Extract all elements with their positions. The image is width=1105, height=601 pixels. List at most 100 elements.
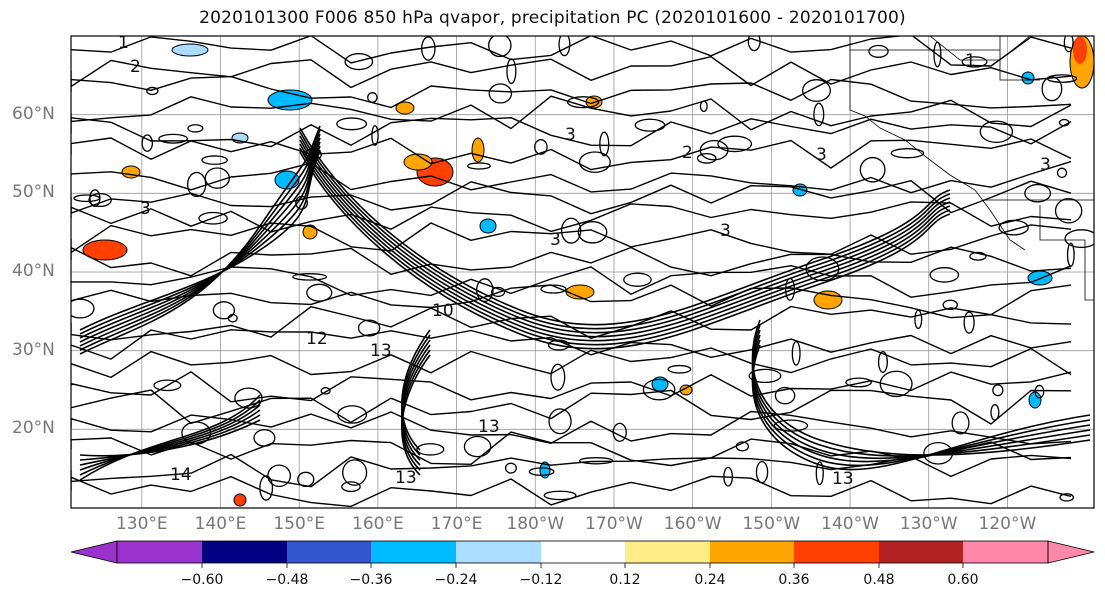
map-title: 2020101300 F006 850 hPa qvapor, precipit…	[199, 8, 906, 28]
contour-line	[813, 102, 825, 127]
contour-line	[71, 305, 1072, 341]
contour-line	[751, 344, 1091, 471]
contour-line	[71, 329, 1072, 360]
contour-label: 3	[565, 125, 576, 145]
contour-line	[558, 36, 571, 57]
lat-label: 60°N	[12, 103, 55, 124]
colorbar-tick-label: 0.12	[609, 572, 641, 588]
contour-line	[79, 133, 321, 347]
contour-label: 3	[1040, 155, 1051, 175]
qvapor-contours	[71, 36, 1094, 508]
colorbar-segment	[963, 541, 1048, 563]
contour-label: 10	[432, 301, 454, 321]
lat-label: 40°N	[12, 261, 55, 281]
contour-line	[467, 162, 491, 170]
contour-line	[528, 467, 555, 477]
contour-line	[71, 117, 1072, 148]
contour-line	[1058, 118, 1070, 127]
contour-line	[304, 148, 322, 161]
colorbar-tick-label: −0.48	[265, 572, 309, 588]
contour-line	[336, 117, 368, 131]
colorbar-segment	[117, 541, 202, 563]
contour-line	[735, 441, 750, 452]
contour-line	[548, 408, 572, 435]
contour-label: 2	[682, 143, 693, 163]
contour-line	[299, 139, 951, 338]
contour-line	[923, 442, 954, 465]
contour-line	[234, 387, 263, 409]
contour-label: 12	[306, 329, 328, 349]
contour-line	[1034, 384, 1045, 399]
contour-line	[859, 156, 886, 183]
colorbar-segment	[541, 541, 625, 563]
contour-line	[992, 384, 1004, 397]
contour-line	[141, 134, 154, 152]
contour-line	[89, 189, 101, 207]
contour-line	[933, 41, 942, 68]
contour-line	[71, 453, 1072, 488]
contour-line	[815, 461, 824, 486]
contour-line	[204, 167, 230, 189]
contour-line	[88, 192, 112, 208]
contour-line	[667, 364, 692, 374]
contour-line	[748, 368, 782, 384]
contour-line	[320, 387, 331, 395]
colorbar-tick-label: −0.24	[434, 572, 478, 588]
contour-line	[961, 56, 988, 68]
contour-line	[187, 171, 207, 198]
lon-label: 120°W	[978, 514, 1037, 534]
contour-line	[267, 464, 292, 488]
contour-line	[71, 160, 1072, 194]
contour-line	[71, 431, 1072, 467]
contour-line	[299, 135, 951, 334]
colorbar-extend-max	[1047, 540, 1095, 564]
contour-line	[929, 267, 960, 283]
contour-line	[158, 133, 188, 144]
contour-line	[187, 124, 204, 133]
contour-line	[181, 421, 212, 445]
contour-line	[367, 92, 378, 103]
lon-label: 130°E	[115, 514, 168, 534]
contour-label: 1	[118, 33, 129, 53]
contour-line	[71, 298, 95, 319]
contour-label: 13	[370, 341, 392, 361]
lon-label: 140°W	[821, 514, 879, 534]
colorbar-tick-label: 0.60	[947, 572, 979, 588]
contour-line	[540, 284, 567, 294]
contour-line	[295, 195, 308, 210]
contour-line	[71, 389, 1072, 425]
contour-line	[71, 180, 1072, 215]
contour-line	[990, 404, 1000, 421]
contour-line	[642, 378, 676, 401]
contour-line	[1066, 242, 1075, 267]
contour-line	[416, 443, 445, 456]
contour-line	[79, 145, 321, 335]
contour-line	[623, 272, 652, 287]
contour-label: 3	[816, 145, 827, 165]
contour-line	[421, 36, 436, 61]
contour-line	[578, 457, 614, 465]
contour-line	[791, 340, 801, 366]
contour-line	[755, 461, 769, 484]
contour-line	[774, 386, 796, 405]
contour-line	[979, 120, 1014, 144]
colorbar-segment	[625, 541, 710, 563]
contour-line	[547, 339, 570, 351]
contour-line	[488, 83, 513, 104]
lon-label: 170°E	[430, 514, 483, 534]
colorbar-tick-label: −0.12	[519, 572, 563, 588]
contour-line	[198, 211, 228, 225]
lon-label: 160°E	[352, 514, 404, 534]
contour-line	[699, 100, 708, 112]
contour-line	[543, 490, 577, 501]
contour-line	[699, 139, 729, 161]
contour-line	[292, 273, 328, 281]
contour-label: 2	[130, 57, 141, 77]
contour-line	[879, 370, 913, 398]
contour-line	[79, 399, 261, 476]
contour-line	[79, 409, 261, 466]
contour-line	[751, 324, 1091, 457]
contour-line	[79, 137, 321, 343]
contour-line	[341, 481, 361, 493]
lon-label: 130°W	[899, 514, 958, 534]
